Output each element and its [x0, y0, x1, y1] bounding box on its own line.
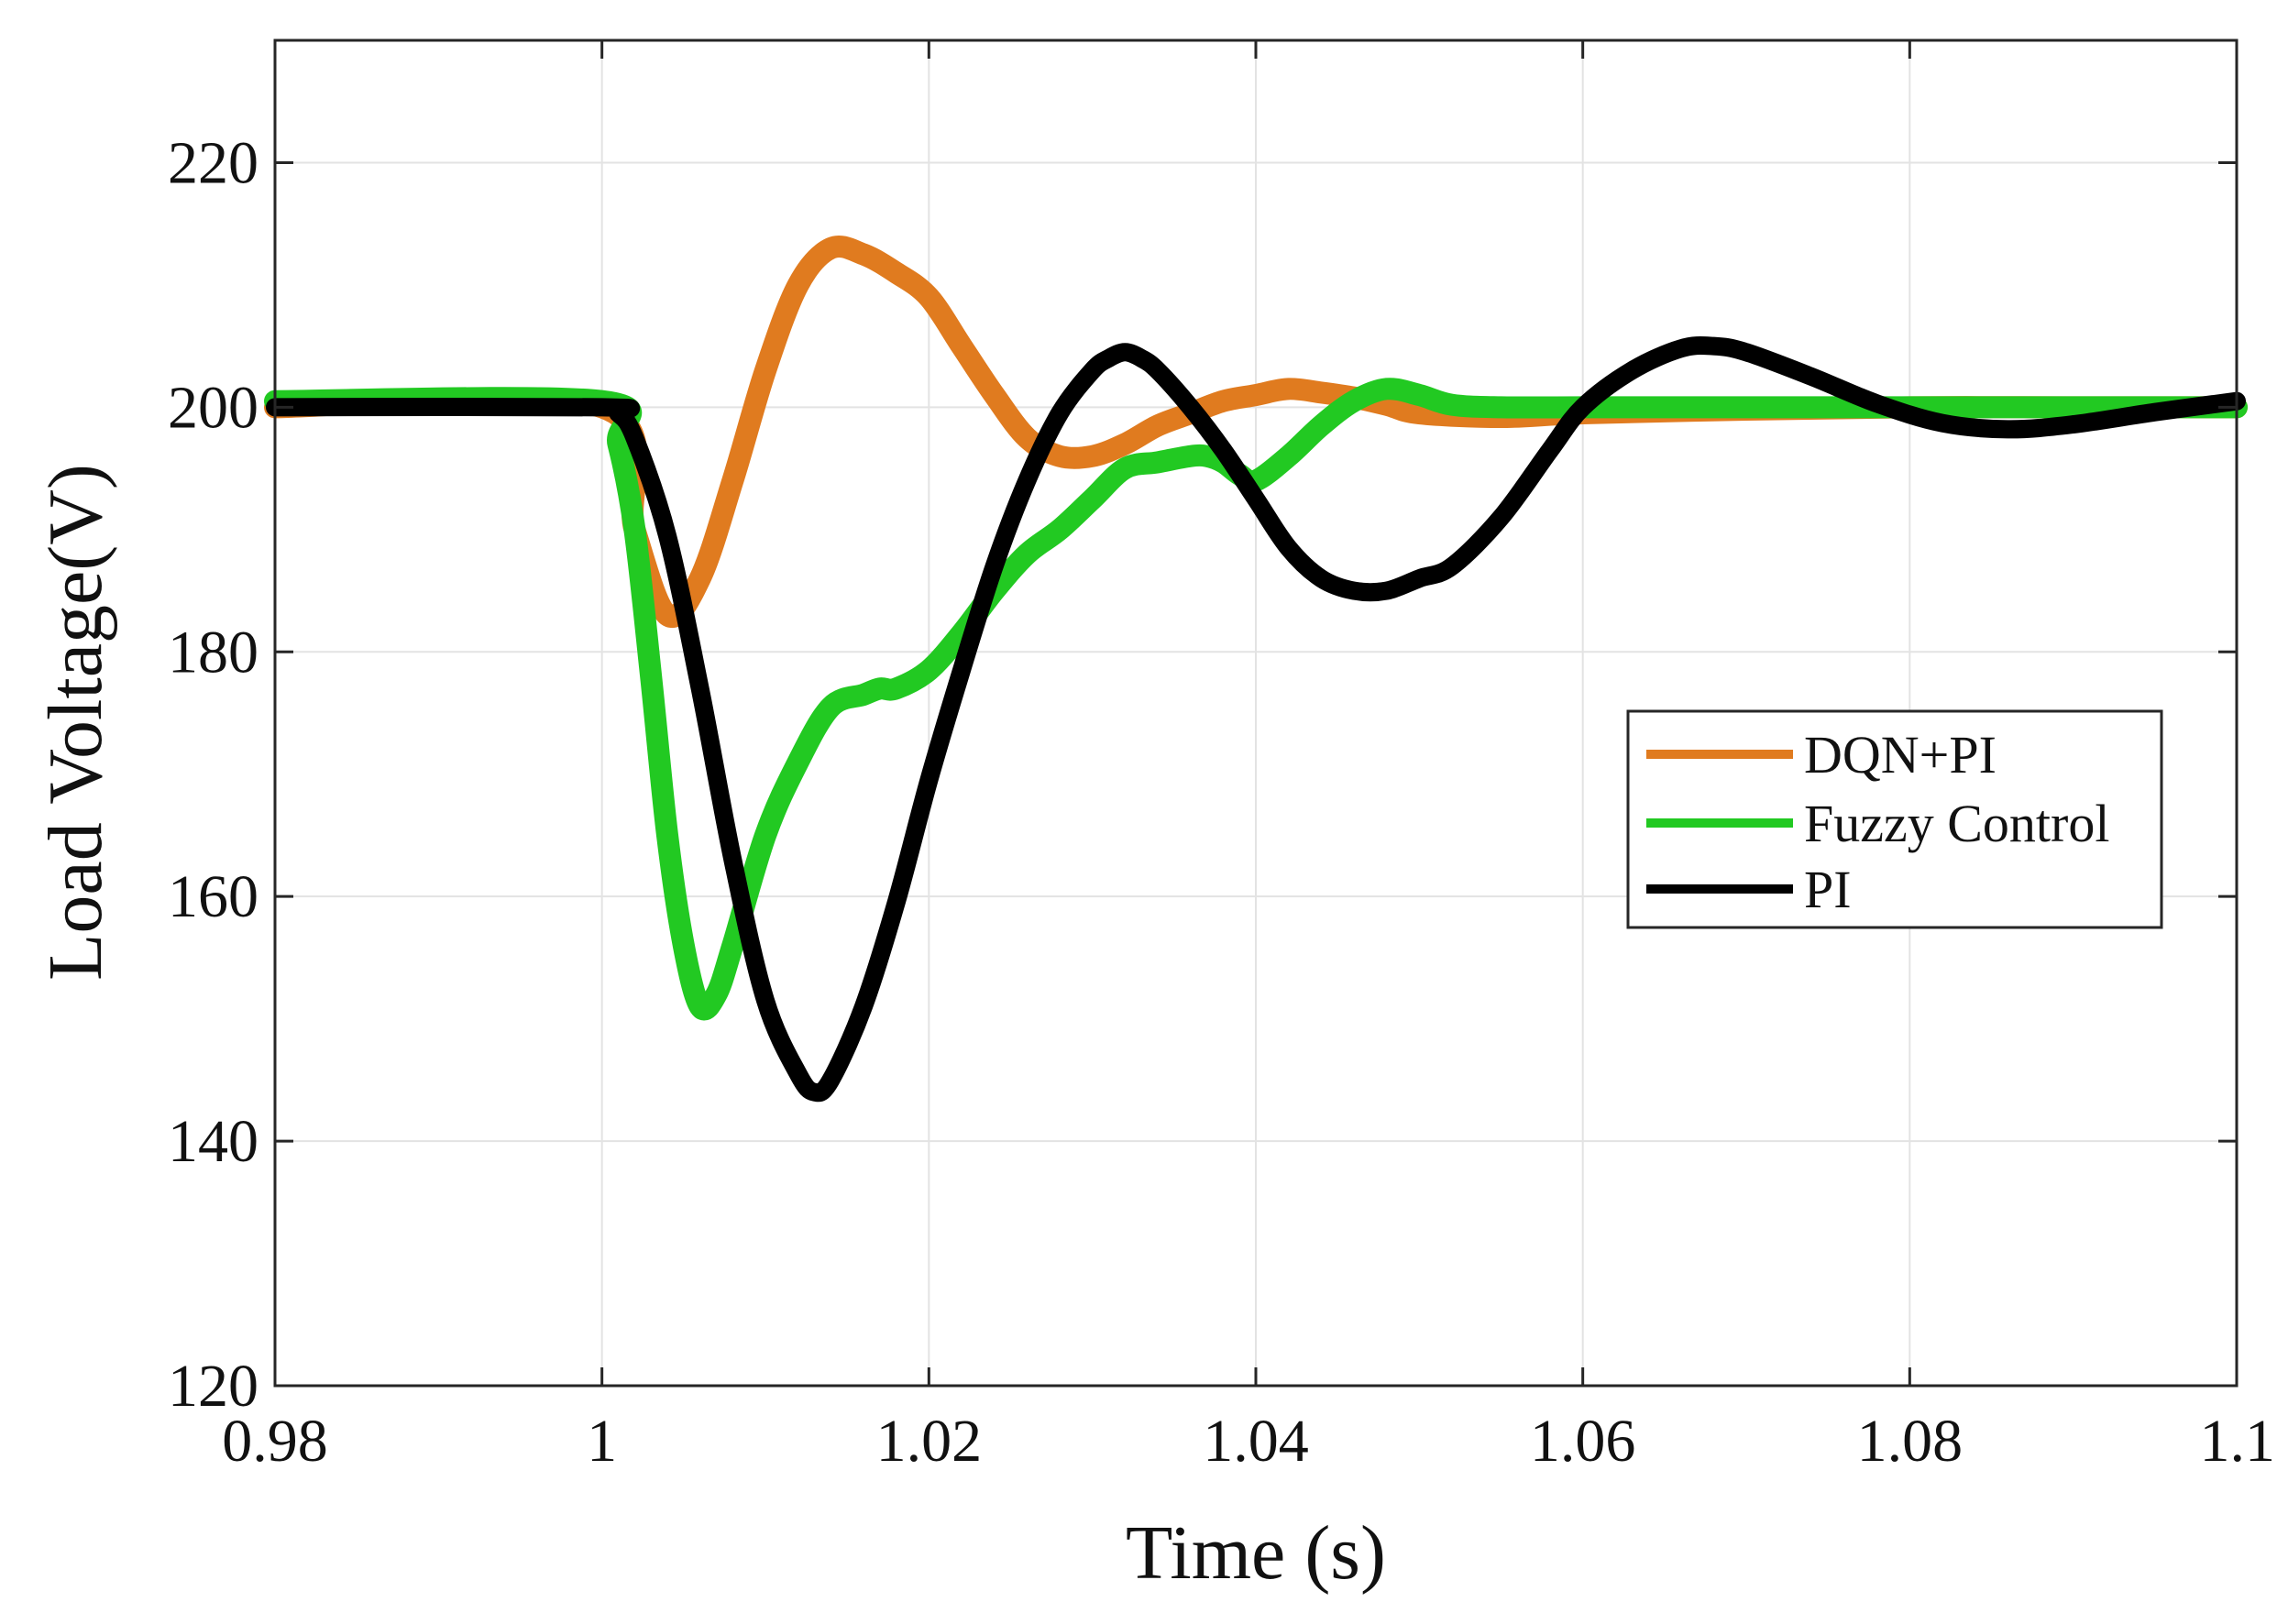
legend: DQN+PI Fuzzy Control PI	[1626, 709, 2163, 929]
x-tick-label-3: 1.04	[1203, 1408, 1309, 1475]
y-tick-label-4: 200	[168, 374, 258, 441]
x-tick-label-5: 1.08	[1857, 1408, 1964, 1475]
legend-label-dqn-pi: DQN+PI	[1804, 725, 1996, 785]
y-tick-label-2: 160	[168, 863, 258, 930]
x-tick-label-2: 1.02	[876, 1408, 983, 1475]
x-axis-title: Time (s)	[1126, 1510, 1386, 1596]
series-line-pi	[266, 336, 2246, 1103]
axis-ticks	[273, 40, 2238, 1388]
x-tick-label-0: 0.98	[222, 1408, 328, 1475]
x-tick-label-1: 1	[587, 1408, 617, 1475]
x-tick-label-6: 1.1	[2200, 1408, 2276, 1475]
legend-label-fuzzy-control: Fuzzy Control	[1804, 794, 2109, 853]
y-tick-label-5: 220	[168, 129, 258, 196]
x-tick-label-4: 1.06	[1530, 1408, 1636, 1475]
axis-tick-labels: 0.98 1 1.02 1.04 1.06 1.08 1.1 120 140 160 180 200 2…	[168, 129, 2275, 1475]
y-tick-label-3: 180	[168, 619, 258, 686]
series-layer	[264, 235, 2248, 1103]
y-tick-label-1: 140	[168, 1108, 258, 1175]
y-axis-title: Load Voltage(V)	[33, 464, 118, 981]
legend-label-pi: PI	[1804, 860, 1852, 919]
y-tick-label-0: 120	[168, 1353, 258, 1420]
series-line-fuzzy-control	[264, 378, 2248, 1021]
